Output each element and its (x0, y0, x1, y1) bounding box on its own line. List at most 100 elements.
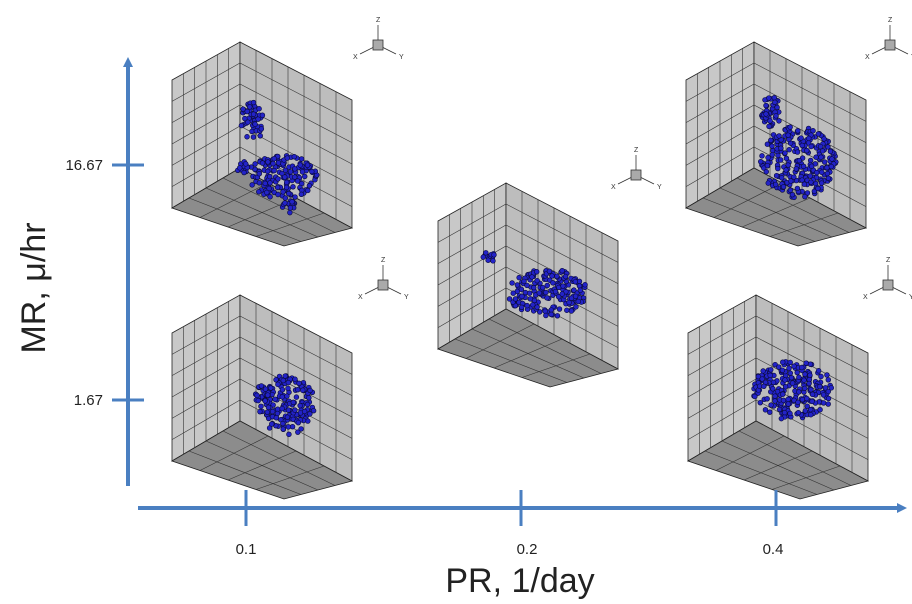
cell (763, 169, 769, 175)
cell (300, 387, 306, 393)
cell (521, 278, 527, 285)
cell (307, 411, 313, 417)
cell (309, 168, 315, 175)
cell (752, 393, 758, 400)
cell (283, 184, 290, 191)
cell (534, 277, 540, 284)
cell (572, 279, 579, 285)
cell (795, 399, 801, 406)
cell (765, 180, 771, 186)
cell (763, 102, 769, 109)
cell (556, 294, 562, 300)
cell (510, 290, 516, 296)
cell (794, 185, 801, 192)
cell (810, 128, 816, 134)
cell (767, 118, 773, 124)
cell (793, 166, 800, 172)
cell (546, 268, 553, 274)
cell (258, 126, 265, 132)
cell (803, 360, 809, 366)
cell (256, 171, 262, 177)
cell (265, 392, 271, 398)
grid-line (488, 318, 602, 374)
grid-line (239, 357, 353, 418)
cell (802, 408, 809, 414)
cell (265, 168, 271, 175)
cell (274, 184, 281, 191)
triad-label: Z (634, 147, 639, 154)
cell (269, 421, 275, 427)
cell (534, 304, 540, 310)
cell (783, 155, 790, 162)
cell (809, 391, 816, 398)
cell (780, 184, 787, 190)
cell (763, 111, 769, 117)
cell (817, 407, 823, 413)
cell (809, 398, 815, 405)
cell (485, 257, 491, 263)
cell (279, 170, 285, 177)
cell (799, 142, 805, 149)
cell (801, 181, 808, 187)
cell (824, 372, 830, 378)
cell (280, 189, 286, 195)
triad-label: Z (886, 257, 891, 264)
cell (265, 159, 271, 165)
cell (795, 128, 801, 134)
cell (237, 165, 243, 171)
cell (775, 152, 781, 159)
cell (518, 286, 525, 293)
cell (560, 283, 566, 289)
cell (818, 373, 824, 380)
grid-line (171, 399, 241, 440)
axis-triad: ZXY (865, 17, 912, 61)
grid-line (222, 430, 336, 486)
cell (773, 113, 779, 119)
cell (817, 383, 823, 390)
cell (298, 191, 305, 198)
cell (255, 116, 261, 122)
cell (777, 157, 784, 163)
grid-line (755, 399, 869, 460)
cell (787, 359, 793, 366)
cell (527, 296, 534, 302)
cell (825, 388, 832, 395)
grid-line (505, 203, 619, 263)
cell (290, 399, 297, 406)
cell (789, 191, 796, 198)
cell (280, 426, 286, 432)
cell (512, 296, 519, 302)
cell (576, 283, 583, 289)
cell (788, 178, 794, 184)
cell (575, 298, 581, 305)
domain-box (171, 41, 354, 247)
cell (306, 395, 312, 401)
cell (298, 426, 304, 432)
cell (772, 99, 778, 106)
cell (490, 258, 496, 264)
cell (770, 386, 776, 392)
x-tick-label: 0.1 (236, 541, 257, 558)
cell (292, 407, 298, 413)
triad-label: Z (376, 17, 381, 24)
cell (758, 158, 764, 165)
cell (279, 394, 285, 400)
cell (788, 374, 795, 381)
cell (294, 178, 301, 184)
cell (298, 156, 305, 162)
cell (267, 180, 273, 186)
cell (787, 187, 794, 193)
grid-line (521, 353, 591, 378)
cell (786, 147, 792, 153)
cell (559, 268, 565, 274)
cell (764, 141, 771, 147)
cell (796, 389, 802, 395)
cell (295, 419, 302, 426)
triad-label: X (863, 294, 868, 301)
cell (262, 386, 269, 392)
cell (554, 313, 561, 319)
triad-label: X (865, 54, 870, 61)
cell (778, 145, 784, 151)
cell (808, 179, 814, 185)
